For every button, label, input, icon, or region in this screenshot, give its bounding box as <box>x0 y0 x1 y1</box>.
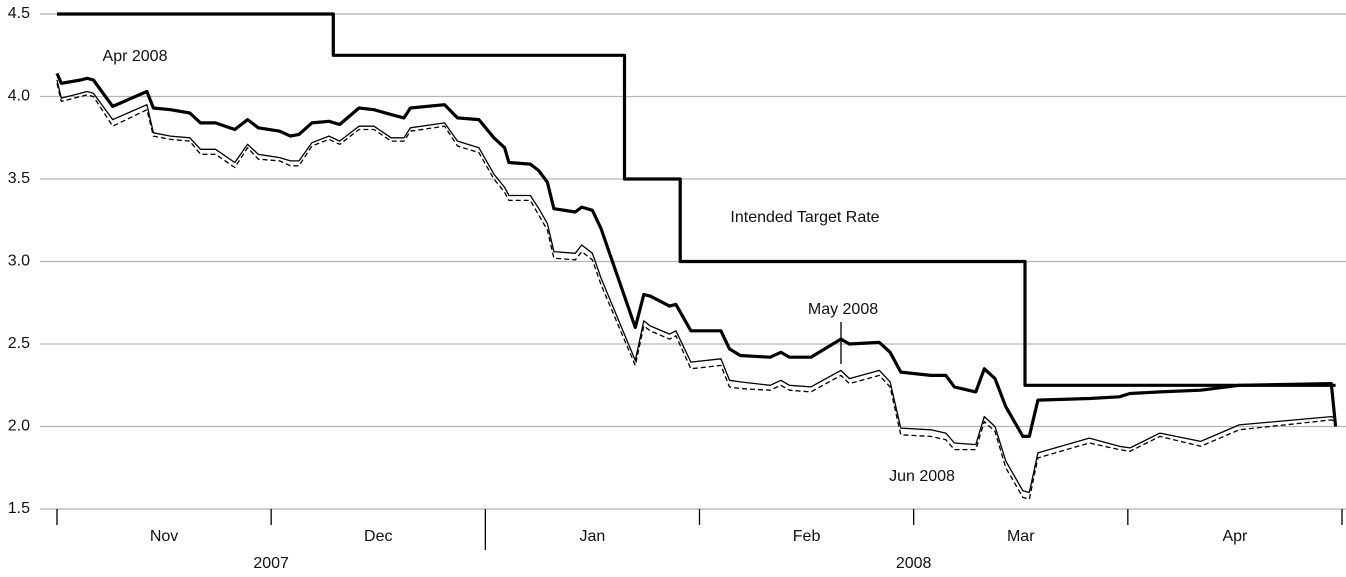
y-tick-label: 2.0 <box>8 418 30 435</box>
series-label: May 2008 <box>808 301 878 318</box>
y-tick-label: 1.5 <box>8 500 30 517</box>
series-label: Jun 2008 <box>889 468 955 485</box>
series-line <box>56 83 1336 500</box>
series-label: Intended Target Rate <box>730 209 879 226</box>
x-tick-label: Jan <box>580 528 606 545</box>
series-line <box>56 79 1336 494</box>
x-tick-label: Mar <box>1007 528 1035 545</box>
y-tick-label: 3.5 <box>8 170 30 187</box>
x-tick-label: Dec <box>364 528 392 545</box>
x-tick-label: Apr <box>1222 528 1248 545</box>
series-label: Apr 2008 <box>103 48 168 65</box>
y-tick-label: 4.0 <box>8 88 30 105</box>
series-line <box>57 12 1336 387</box>
y-tick-label: 3.0 <box>8 253 30 270</box>
y-tick-label: 2.5 <box>8 335 30 352</box>
x-tick-label: Feb <box>793 528 821 545</box>
y-tick-label: 4.5 <box>8 5 30 22</box>
x-tick-label: Nov <box>150 528 178 545</box>
series-line <box>55 72 1338 438</box>
year-label: 2007 <box>253 555 289 572</box>
year-label: 2008 <box>896 555 932 572</box>
